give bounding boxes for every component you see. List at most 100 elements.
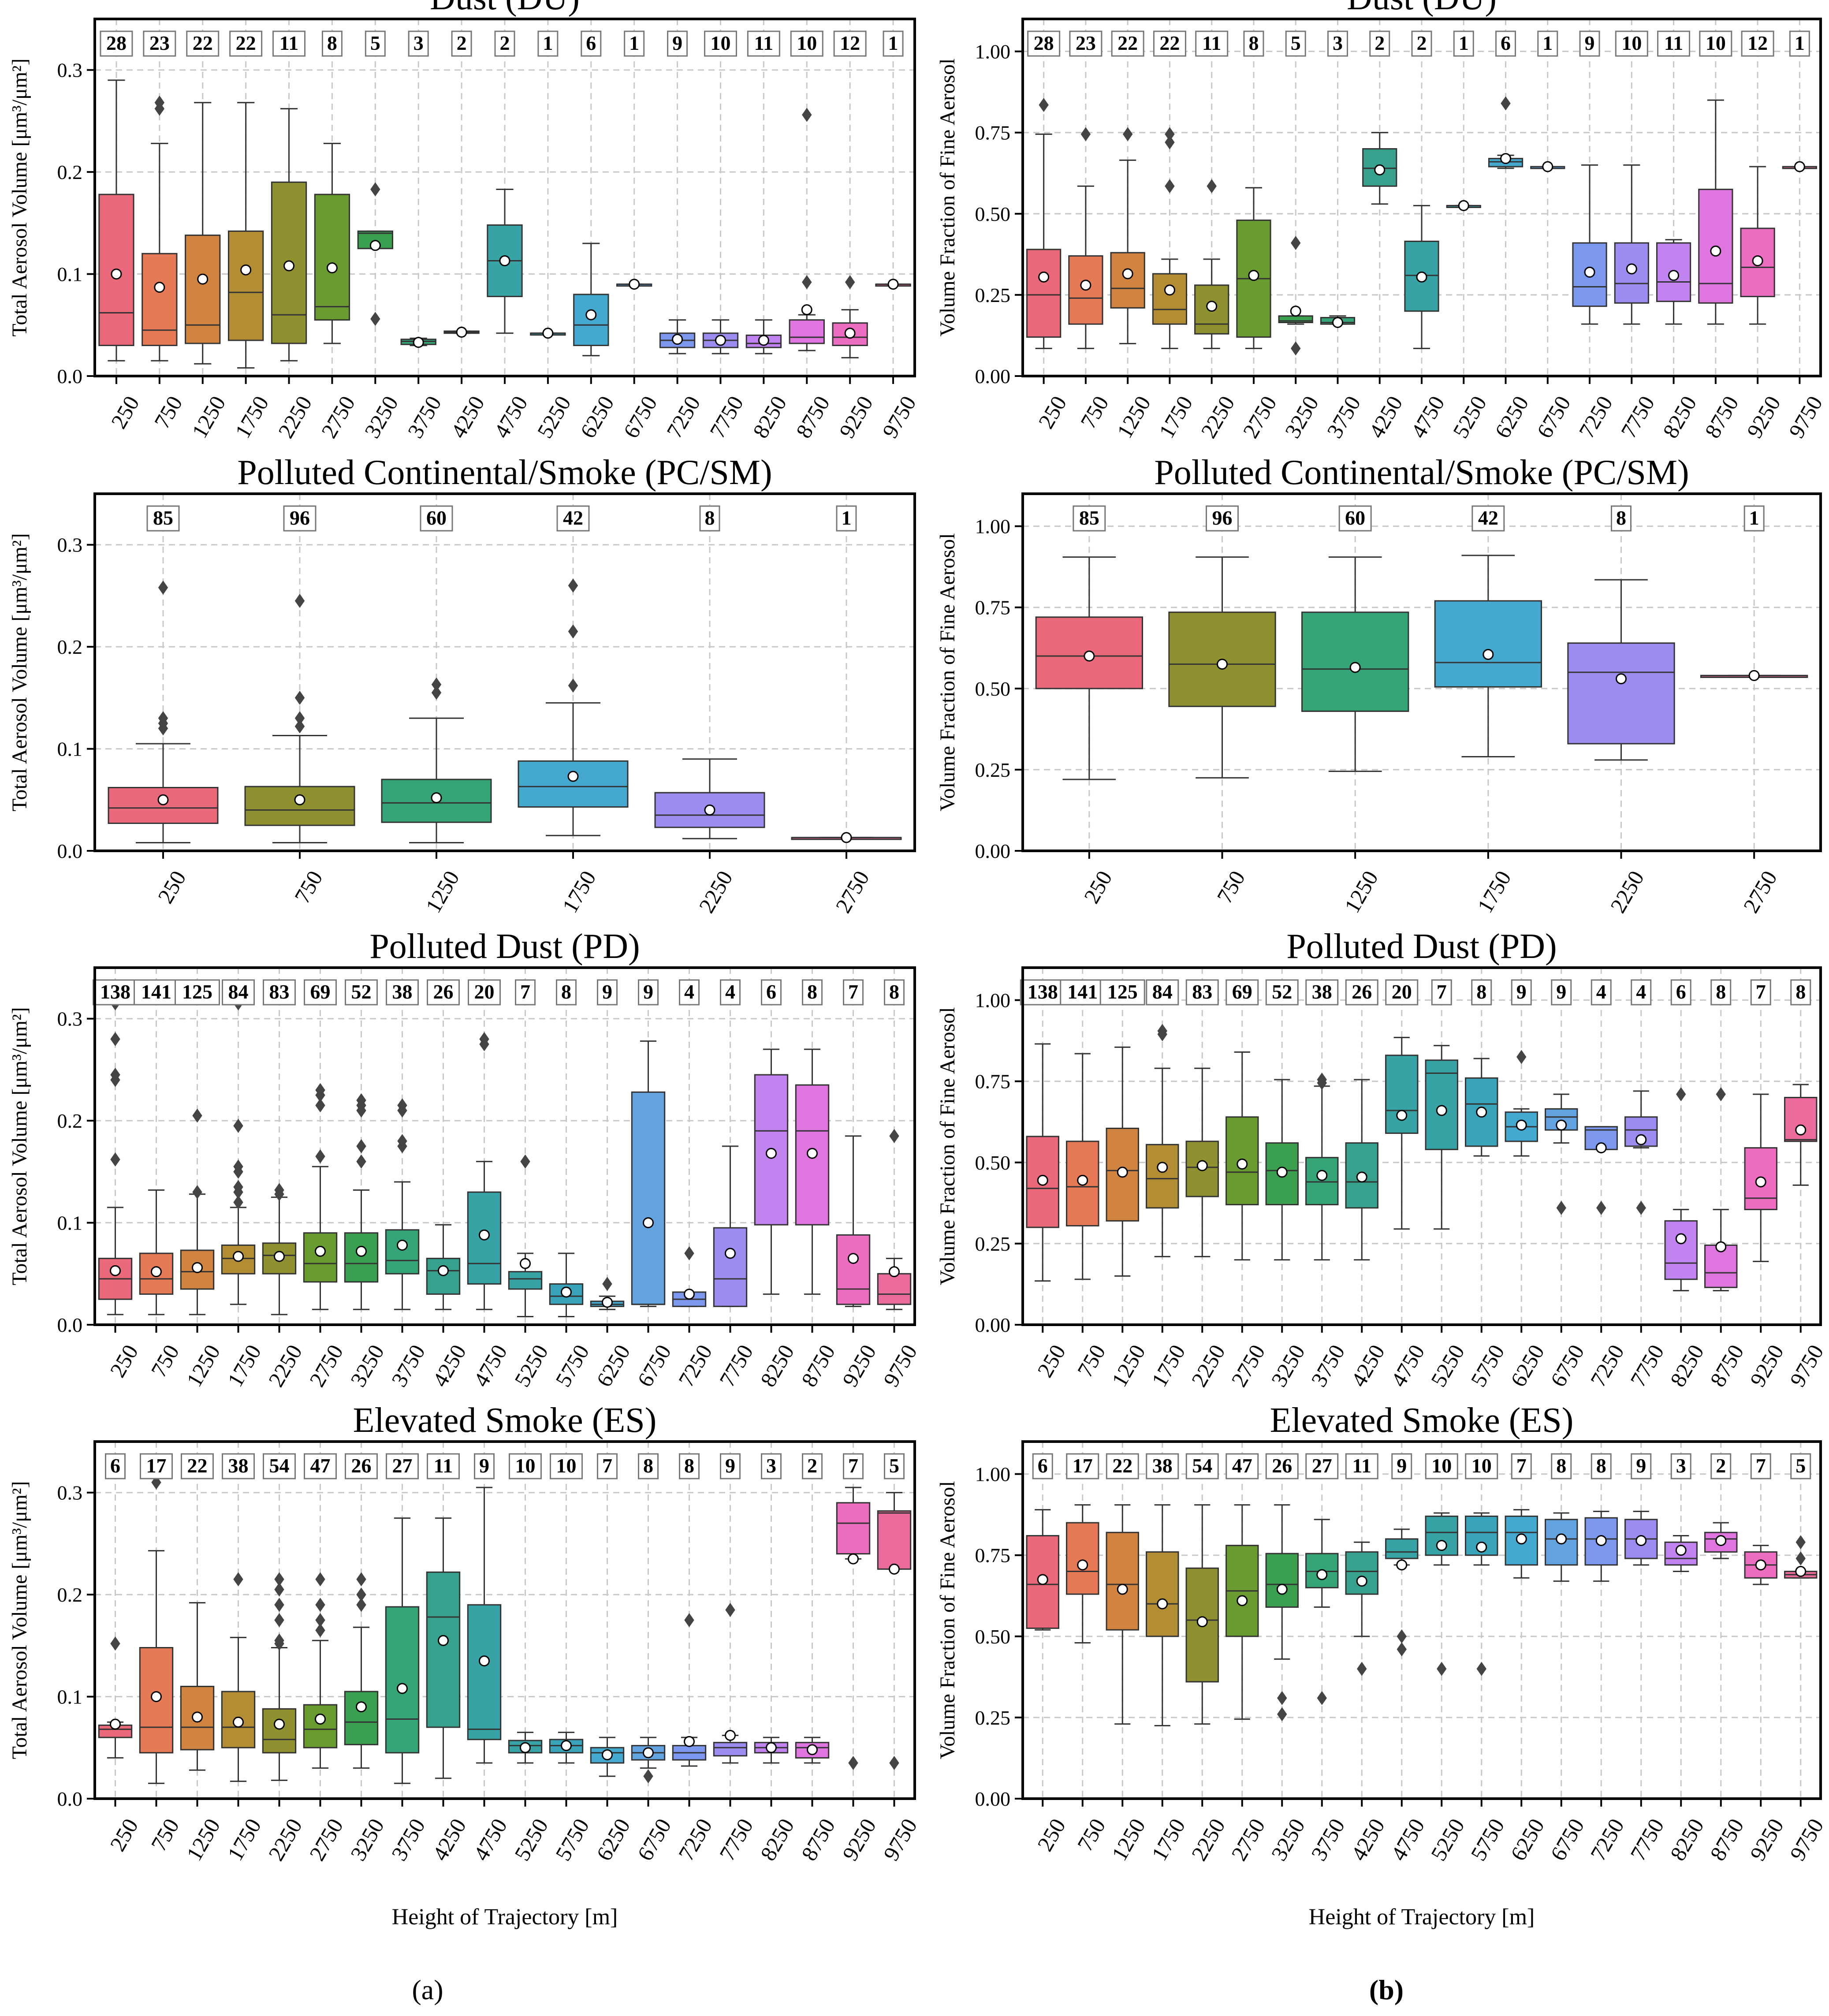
mean-marker — [1635, 1535, 1647, 1546]
y-axis-label: Total Aerosol Volume [μm³/μm²] — [8, 533, 31, 811]
count-label: 3 — [413, 32, 424, 54]
y-tick-label: 0.1 — [57, 1212, 83, 1234]
outlier-point — [294, 690, 305, 705]
count-box — [1243, 30, 1264, 57]
count-box — [884, 1453, 905, 1479]
count-label: 4 — [725, 980, 735, 1003]
count-box — [1750, 1453, 1771, 1479]
count-box — [175, 979, 220, 1006]
count-box — [1591, 1453, 1612, 1479]
count-label: 10 — [1471, 1454, 1492, 1477]
count-label: 83 — [269, 980, 290, 1003]
count-label: 7 — [1437, 980, 1447, 1003]
count-box — [1385, 979, 1419, 1006]
mean-marker — [1516, 1533, 1527, 1545]
count-box — [1099, 979, 1145, 1006]
outlier-point — [233, 1118, 243, 1133]
box-9750: 5 — [877, 1453, 912, 1770]
outlier-point — [315, 1613, 325, 1627]
box-4750: 9 — [467, 1453, 502, 1764]
count-label: 3 — [766, 1454, 776, 1477]
count-label: 8 — [705, 507, 715, 529]
box-iqr — [1305, 1157, 1339, 1206]
plot-frame — [93, 18, 916, 377]
mean-marker — [1616, 673, 1627, 685]
count-box — [537, 30, 559, 57]
mean-marker — [889, 1266, 900, 1278]
count-box — [140, 1453, 173, 1479]
box-iqr — [713, 1227, 748, 1307]
box-750: 23 — [1068, 30, 1103, 349]
box-1250: 22 — [1106, 1453, 1139, 1725]
mean-marker — [315, 1713, 326, 1725]
box-6250: 7 — [1505, 1453, 1538, 1579]
count-label: 7 — [848, 980, 858, 1003]
box-iqr — [1385, 1055, 1419, 1134]
count-box — [222, 979, 255, 1006]
outlier-point — [889, 1129, 899, 1143]
count-box — [1750, 979, 1771, 1006]
count-label: 6 — [1676, 980, 1686, 1003]
count-box — [1305, 1453, 1339, 1479]
mean-marker — [192, 1262, 203, 1273]
count-box — [556, 979, 577, 1006]
mean-marker — [110, 1265, 121, 1276]
y-axis-label: Volume Fraction of Fine Aerosol — [936, 58, 959, 336]
box-250: 6 — [1026, 1453, 1059, 1631]
chart-es-volume: 0.00.10.20.36250177502212503817505422504… — [8, 1401, 922, 1930]
count-box — [1710, 1453, 1732, 1479]
box-iqr — [227, 230, 264, 341]
box-3750: 3 — [400, 30, 436, 348]
box-iqr — [836, 1234, 871, 1305]
count-label: 60 — [426, 507, 447, 529]
count-box — [1185, 979, 1219, 1006]
count-box — [581, 30, 602, 57]
count-box — [515, 979, 536, 1006]
mean-marker — [151, 1691, 162, 1703]
count-label: 38 — [1152, 1454, 1173, 1477]
count-label: 96 — [1212, 507, 1233, 529]
box-2250: 8 — [654, 505, 765, 839]
box-iqr — [1345, 1551, 1378, 1595]
mean-marker — [1122, 268, 1133, 279]
count-label: 1 — [1749, 507, 1759, 529]
count-label: 11 — [279, 32, 298, 54]
count-box — [1710, 979, 1732, 1006]
y-tick-label: 0.00 — [975, 840, 1011, 862]
count-label: 7 — [1756, 980, 1766, 1003]
count-box — [679, 979, 700, 1006]
mean-marker — [801, 304, 812, 316]
outlier-point — [802, 275, 812, 290]
box-7250: 9 — [659, 30, 696, 354]
count-box — [1465, 1453, 1498, 1479]
mean-marker — [479, 1655, 490, 1667]
count-label: 6 — [110, 1454, 120, 1477]
y-tick-label: 1.00 — [975, 515, 1011, 538]
mean-marker — [1396, 1559, 1408, 1571]
count-box — [509, 1453, 542, 1479]
y-tick-label: 0.75 — [975, 122, 1011, 144]
box-5750: 8 — [549, 979, 584, 1317]
count-box — [1327, 30, 1348, 57]
count-box — [468, 979, 501, 1006]
mean-marker — [1349, 662, 1361, 673]
count-label: 22 — [1112, 1454, 1132, 1477]
count-box — [1265, 1453, 1299, 1479]
count-box — [474, 1453, 495, 1479]
mean-marker — [684, 1289, 695, 1300]
count-box — [1032, 1453, 1053, 1479]
count-box — [699, 505, 720, 532]
box-5750: 8 — [1465, 979, 1498, 1157]
box-2750: 1 — [791, 505, 902, 843]
outlier-point — [1357, 1662, 1367, 1676]
count-label: 8 — [561, 980, 571, 1003]
box-3250: 26 — [344, 1453, 379, 1769]
count-label: 10 — [556, 1454, 577, 1477]
box-250: 85 — [108, 505, 219, 843]
mean-marker — [1157, 1598, 1168, 1610]
count-box — [597, 1453, 618, 1479]
y-tick-label: 0.75 — [975, 1544, 1011, 1567]
count-label: 2 — [500, 32, 510, 54]
box-iqr — [1110, 252, 1145, 309]
count-label: 4 — [1636, 980, 1646, 1003]
